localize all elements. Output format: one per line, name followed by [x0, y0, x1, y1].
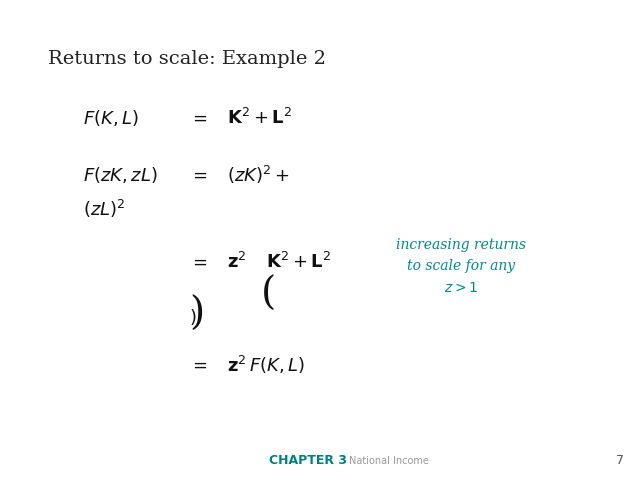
Text: $\mathit{F}(K,L)$: $\mathit{F}(K,L)$ [83, 108, 139, 128]
Text: $=$: $=$ [189, 252, 207, 271]
Text: $\mathbf{K}^2 + \mathbf{L}^2$: $\mathbf{K}^2 + \mathbf{L}^2$ [266, 252, 331, 272]
Text: National Income: National Income [349, 456, 429, 466]
Text: $\mathbf{K}^2 + \mathbf{L}^2$: $\mathbf{K}^2 + \mathbf{L}^2$ [227, 108, 292, 128]
Text: $\mathbf{z}^2\,\mathit{F}(K,L)$: $\mathbf{z}^2\,\mathit{F}(K,L)$ [227, 354, 305, 376]
Text: ): ) [189, 296, 204, 333]
Text: CHAPTER 3: CHAPTER 3 [269, 454, 347, 468]
Text: $=$: $=$ [189, 166, 207, 184]
Text: $=$: $=$ [189, 356, 207, 374]
Text: $)$: $)$ [189, 307, 196, 327]
Text: $(zL)^2$: $(zL)^2$ [83, 198, 125, 220]
Text: $(zK)^2 +$: $(zK)^2 +$ [227, 164, 290, 186]
Text: Returns to scale: Example 2: Returns to scale: Example 2 [48, 50, 326, 68]
Text: (: ( [261, 276, 276, 313]
Text: $\mathit{F}(zK,zL)$: $\mathit{F}(zK,zL)$ [83, 165, 158, 185]
Text: $=$: $=$ [189, 108, 207, 127]
Text: 7: 7 [616, 454, 624, 468]
Text: $\mathbf{z}^2$: $\mathbf{z}^2$ [227, 252, 246, 272]
Text: increasing returns
to scale for any
$z > 1$: increasing returns to scale for any $z >… [396, 238, 526, 295]
